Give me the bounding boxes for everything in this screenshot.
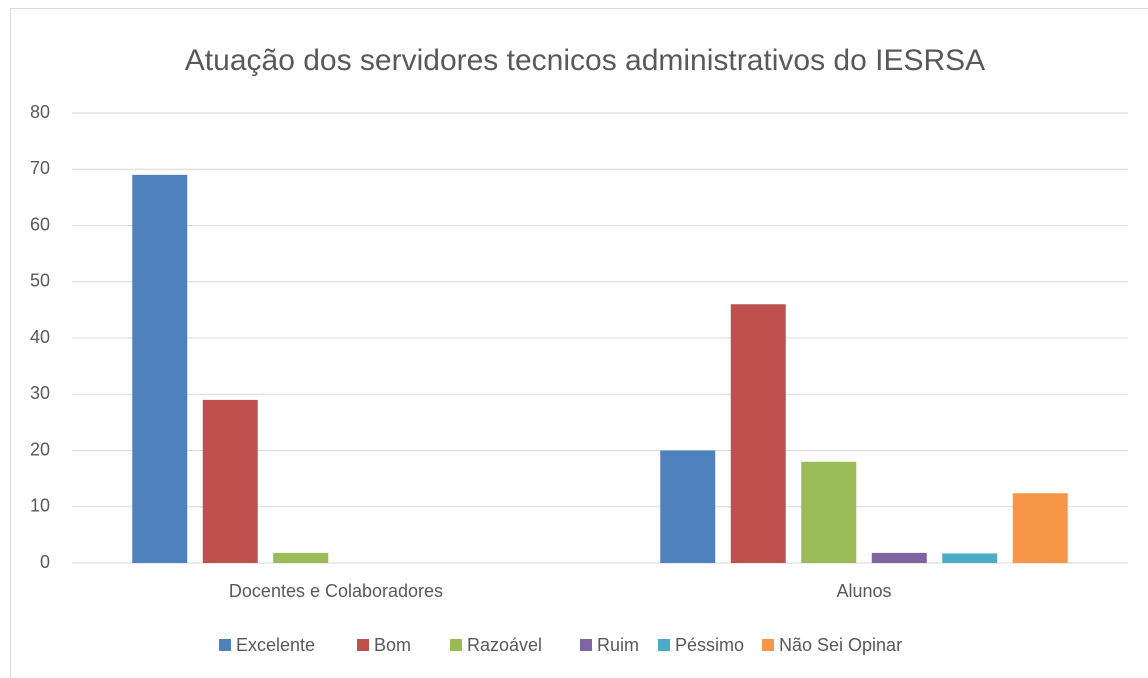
legend-swatch bbox=[762, 639, 774, 651]
y-tick-label: 20 bbox=[30, 439, 50, 459]
legend-label: Não Sei Opinar bbox=[779, 635, 902, 655]
bar bbox=[660, 450, 716, 563]
bar bbox=[1012, 493, 1068, 563]
x-tick-label: Docentes e Colaboradores bbox=[229, 581, 443, 601]
x-tick-label: Alunos bbox=[836, 581, 891, 601]
y-tick-label: 70 bbox=[30, 158, 50, 178]
legend-swatch bbox=[580, 639, 592, 651]
y-tick-label: 30 bbox=[30, 383, 50, 403]
y-tick-label: 80 bbox=[30, 102, 50, 122]
bar bbox=[273, 552, 329, 563]
y-tick-label: 0 bbox=[40, 552, 50, 572]
bar bbox=[202, 399, 258, 563]
legend-label: Razoável bbox=[467, 635, 542, 655]
legend-swatch bbox=[658, 639, 670, 651]
bar bbox=[871, 552, 927, 563]
legend-label: Ruim bbox=[597, 635, 639, 655]
legend-swatch bbox=[219, 639, 231, 651]
y-tick-label: 40 bbox=[30, 327, 50, 347]
bar bbox=[132, 174, 188, 563]
legend-swatch bbox=[450, 639, 462, 651]
y-tick-label: 10 bbox=[30, 496, 50, 516]
y-tick-label: 60 bbox=[30, 214, 50, 234]
legend-label: Péssimo bbox=[675, 635, 744, 655]
legend-label: Bom bbox=[374, 635, 411, 655]
y-tick-label: 50 bbox=[30, 271, 50, 291]
legend-swatch bbox=[357, 639, 369, 651]
legend-label: Excelente bbox=[236, 635, 315, 655]
chart-title: Atuação dos servidores tecnicos administ… bbox=[185, 44, 985, 77]
chart-frame bbox=[10, 8, 1148, 678]
bar bbox=[942, 553, 998, 563]
bar bbox=[730, 304, 786, 563]
bar bbox=[801, 461, 857, 563]
